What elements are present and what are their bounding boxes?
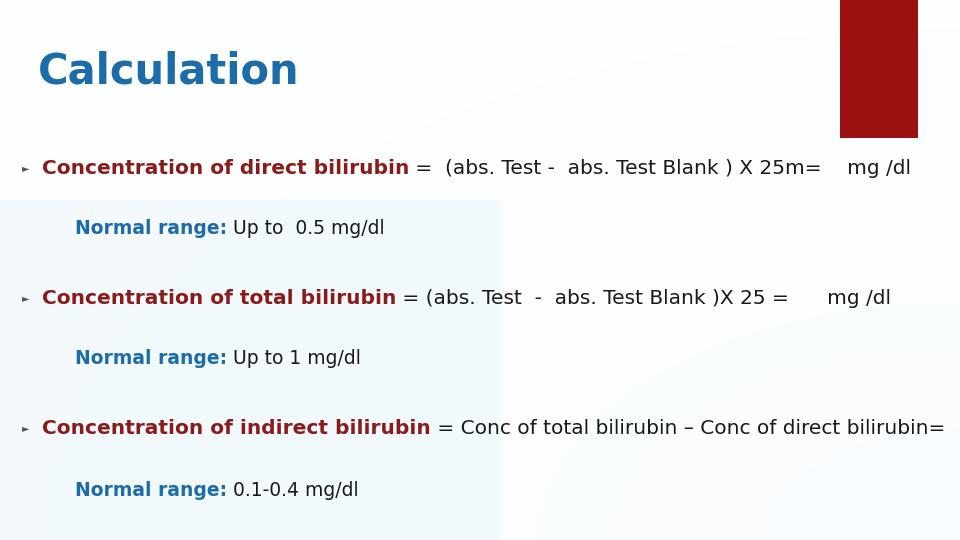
Text: Normal range:: Normal range: (75, 219, 228, 238)
Text: Calculation: Calculation (38, 51, 300, 93)
Text: =  (abs. Test -  abs. Test Blank ) X 25m=    mg /dl: = (abs. Test - abs. Test Blank ) X 25m= … (409, 159, 911, 178)
Text: = Conc of total bilirubin – Conc of direct bilirubin=      mg /dl: = Conc of total bilirubin – Conc of dire… (431, 418, 960, 437)
Text: Up to  0.5 mg/dl: Up to 0.5 mg/dl (228, 219, 385, 238)
Text: Concentration of total bilirubin: Concentration of total bilirubin (42, 288, 396, 307)
Text: Normal range:: Normal range: (75, 348, 228, 368)
FancyBboxPatch shape (0, 200, 500, 540)
Text: 0.1-0.4 mg/dl: 0.1-0.4 mg/dl (228, 481, 359, 500)
Text: ►: ► (22, 163, 30, 173)
Text: ►: ► (22, 293, 30, 303)
Text: ►: ► (22, 423, 30, 433)
Text: Up to 1 mg/dl: Up to 1 mg/dl (228, 348, 361, 368)
Text: Normal range:: Normal range: (75, 481, 228, 500)
Text: Concentration of direct bilirubin: Concentration of direct bilirubin (42, 159, 409, 178)
Text: = (abs. Test  -  abs. Test Blank )X 25 =      mg /dl: = (abs. Test - abs. Test Blank )X 25 = m… (396, 288, 892, 307)
Text: Concentration of indirect bilirubin: Concentration of indirect bilirubin (42, 418, 431, 437)
Bar (840, 0, 918, 138)
